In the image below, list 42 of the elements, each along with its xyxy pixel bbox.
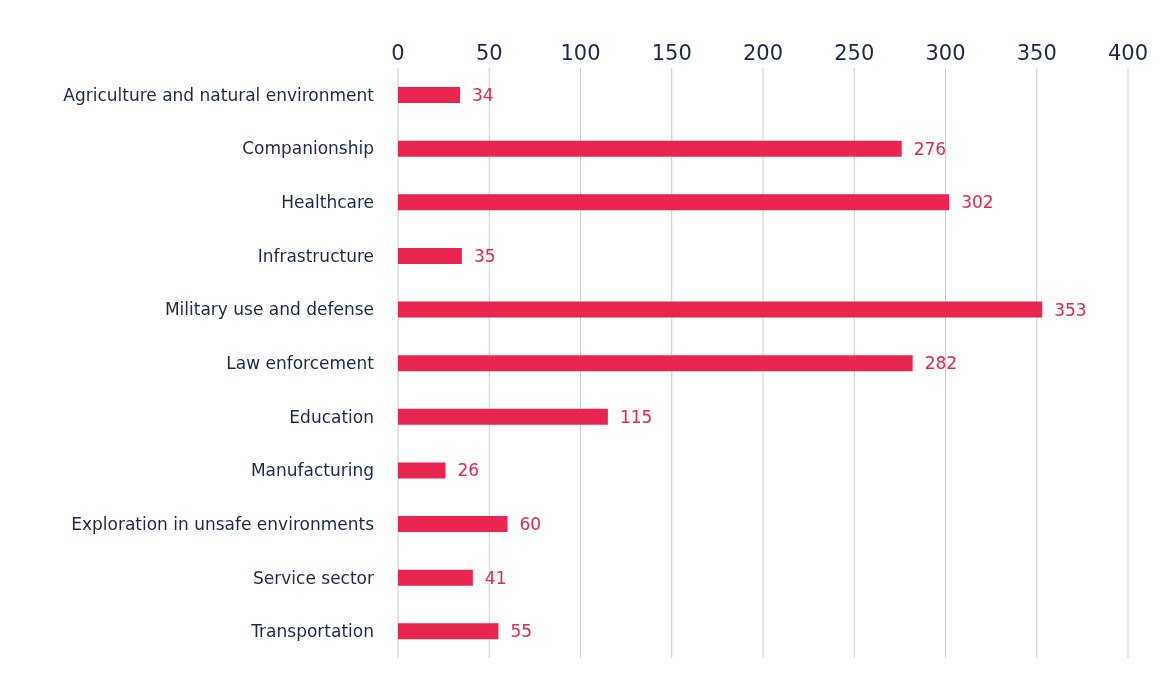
data-label: 115 bbox=[619, 406, 653, 427]
data-label: 41 bbox=[484, 567, 507, 588]
x-tick-label: 50 bbox=[475, 41, 503, 65]
data-label: 35 bbox=[473, 245, 496, 266]
x-tick-label: 400 bbox=[1107, 41, 1149, 65]
x-tick-label: 100 bbox=[560, 41, 601, 65]
y-tick-label: Infrastructure bbox=[257, 245, 374, 266]
x-tick-label: 150 bbox=[651, 41, 692, 65]
bar bbox=[398, 516, 508, 533]
data-label: 55 bbox=[510, 621, 533, 642]
bar bbox=[398, 408, 608, 425]
bar bbox=[398, 247, 462, 264]
y-tick-label: Military use and defense bbox=[164, 299, 374, 320]
data-label: 276 bbox=[913, 138, 947, 159]
x-tick-label: 200 bbox=[742, 41, 784, 65]
bar bbox=[398, 87, 461, 103]
data-label: 353 bbox=[1054, 299, 1087, 320]
y-tick-label: Education bbox=[289, 406, 374, 427]
data-label: 282 bbox=[924, 353, 958, 374]
y-tick-label: Transportation bbox=[250, 621, 374, 642]
y-tick-label: Companionship bbox=[242, 138, 374, 159]
bar bbox=[398, 194, 950, 211]
x-tick-label: 300 bbox=[925, 41, 966, 65]
data-label: 34 bbox=[472, 85, 494, 106]
x-tick-label: 250 bbox=[834, 41, 875, 65]
bar bbox=[398, 462, 446, 479]
data-label: 302 bbox=[961, 192, 994, 213]
y-tick-label: Healthcare bbox=[281, 192, 374, 213]
bar bbox=[398, 301, 1043, 318]
x-tick-label: 0 bbox=[391, 41, 405, 65]
data-label: 60 bbox=[519, 514, 542, 535]
x-tick-label: 350 bbox=[1016, 41, 1057, 65]
y-tick-label: Exploration in unsafe environments bbox=[71, 513, 375, 534]
y-tick-label: Manufacturing bbox=[250, 460, 374, 481]
y-tick-label: Service sector bbox=[253, 567, 375, 588]
bar bbox=[398, 140, 902, 157]
bar bbox=[398, 623, 499, 640]
bar bbox=[398, 569, 473, 586]
bar bbox=[398, 355, 913, 372]
y-tick-label: Law enforcement bbox=[226, 353, 375, 374]
y-tick-label: Agriculture and natural environment bbox=[63, 84, 375, 105]
data-label: 26 bbox=[457, 460, 480, 481]
